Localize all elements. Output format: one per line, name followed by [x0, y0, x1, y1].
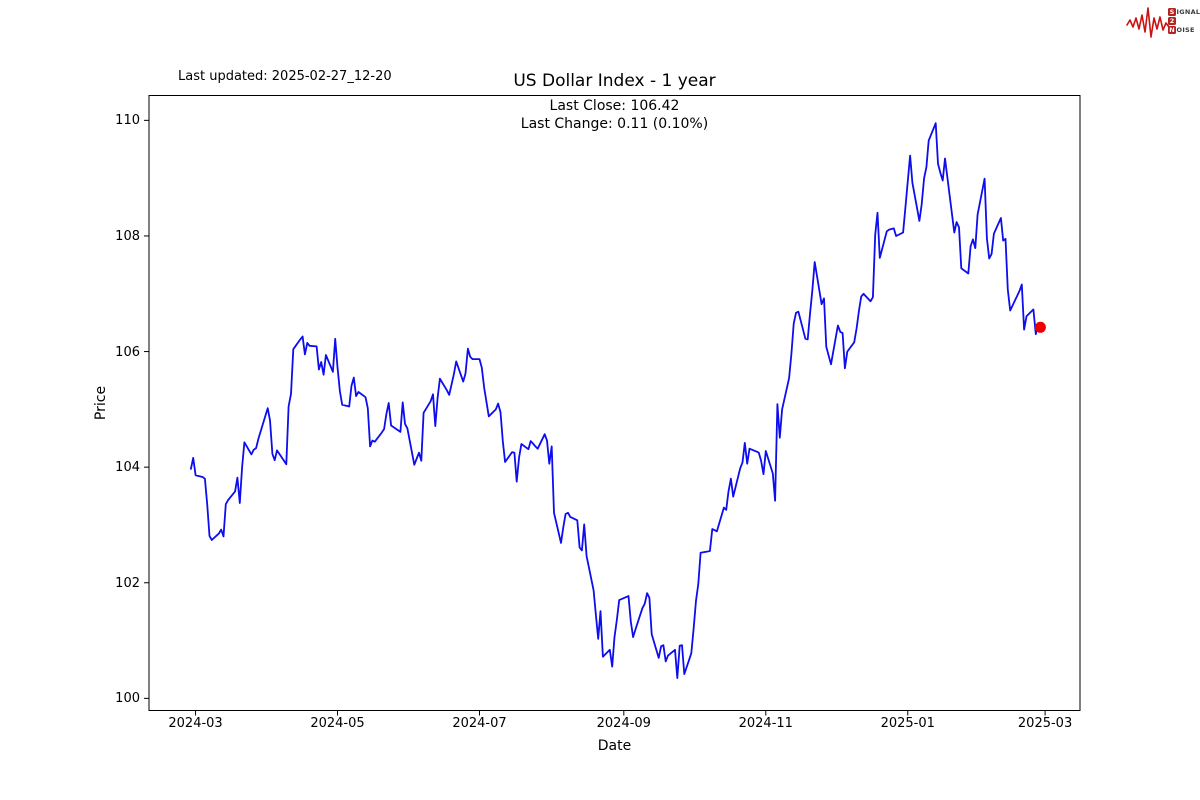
x-tick-label: 2024-11 [738, 716, 793, 731]
x-tick-label: 2025-01 [880, 716, 935, 731]
ecg-waveform-icon [1126, 7, 1170, 38]
price-line [190, 122, 1042, 679]
x-tick-label: 2024-07 [452, 716, 507, 731]
y-tick-label: 108 [115, 228, 140, 244]
x-tick-label: 2025-03 [1017, 716, 1073, 731]
logo-letter-s: S [1168, 7, 1176, 16]
logo-letter-2: 2 [1168, 16, 1176, 25]
logo-letter-n: N [1168, 25, 1176, 34]
logo-row-signal: S IGNAL [1168, 7, 1200, 16]
y-tick-label: 106 [115, 344, 140, 360]
x-tick-label: 2024-09 [596, 716, 651, 731]
y-tick-label: 110 [115, 113, 140, 129]
last-price-marker [1034, 321, 1046, 333]
x-tick-label: 2024-05 [310, 716, 365, 731]
signal2noise-logo: S IGNAL 2 N OISE [1126, 4, 1200, 44]
annotation-last-change: Last Change: 0.11 (0.10%) [520, 116, 709, 132]
x-tick-label: 2024-03 [168, 716, 223, 731]
y-axis-label: Price [93, 385, 109, 421]
axes-frame [148, 95, 1081, 711]
annotation-last-close: Last Close: 106.42 [549, 98, 680, 114]
x-axis-label: Date [597, 738, 632, 754]
y-tick-label: 100 [115, 691, 140, 707]
logo-row-noise: N OISE [1168, 25, 1195, 34]
logo-row-2: 2 [1168, 16, 1200, 25]
last-updated-label: Last updated: 2025-02-27_12-20 [178, 69, 392, 84]
chart-title: US Dollar Index - 1 year [513, 71, 716, 91]
y-tick-label: 102 [115, 575, 140, 591]
y-tick-label: 104 [115, 460, 140, 476]
